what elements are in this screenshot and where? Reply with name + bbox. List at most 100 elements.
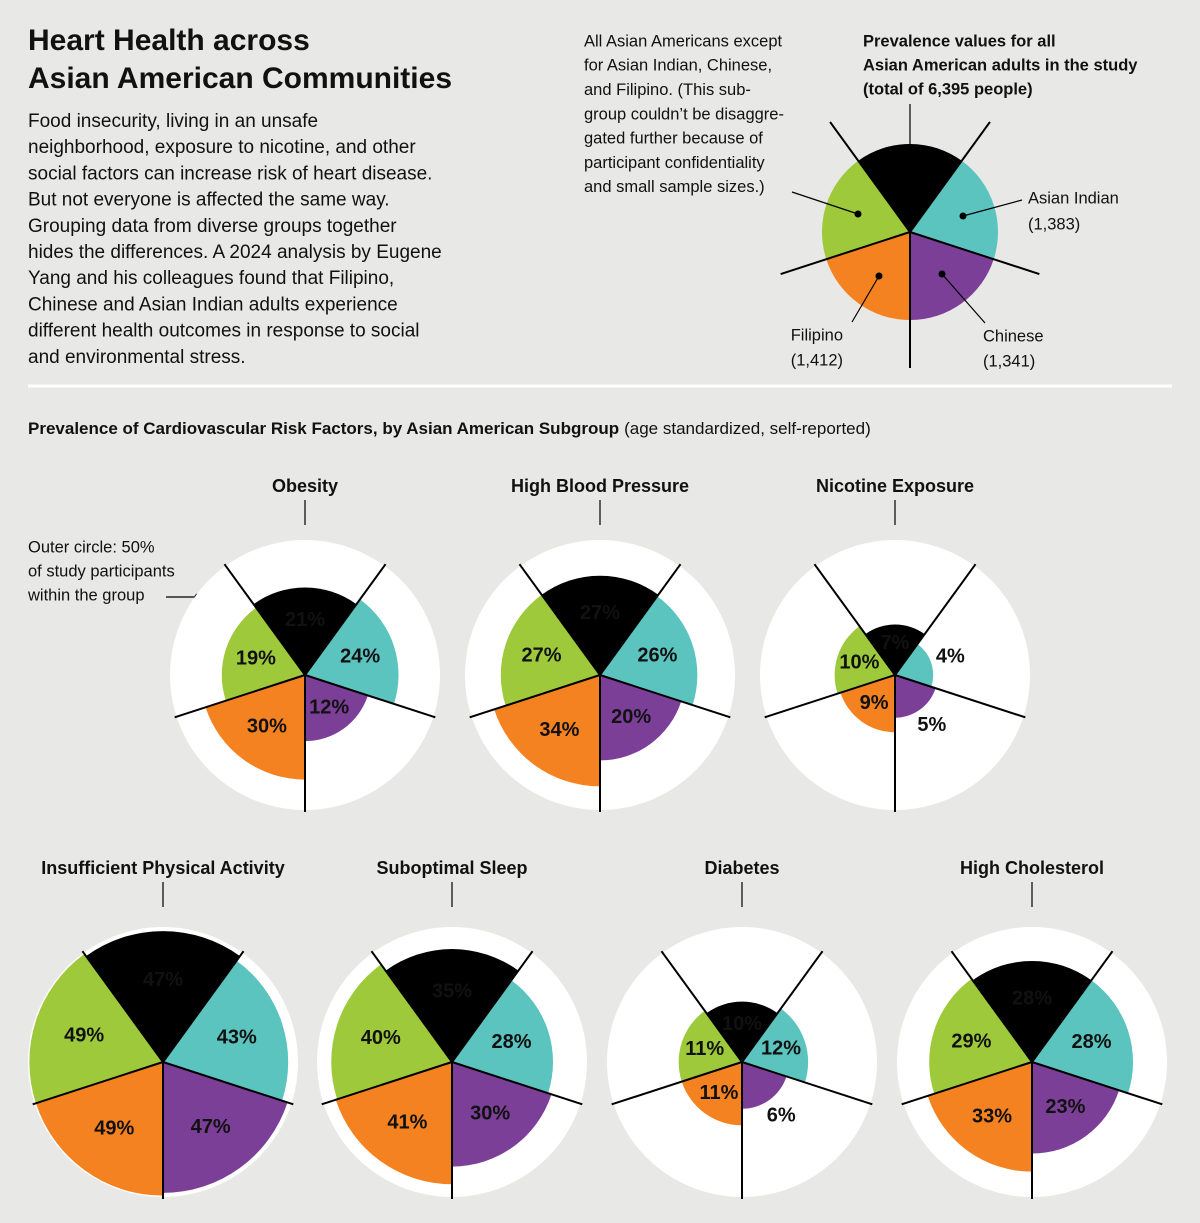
leader-line xyxy=(962,199,1023,217)
page-title: Asian American Communities xyxy=(28,62,452,95)
spoke xyxy=(162,1061,294,1106)
key-wedge xyxy=(910,160,998,260)
key-label: for Asian Indian, Chinese, xyxy=(584,57,772,75)
spoke xyxy=(304,563,387,676)
leader-line xyxy=(941,273,986,324)
value-label: 5% xyxy=(917,714,946,736)
body-text: Grouping data from diverse groups togeth… xyxy=(28,216,397,237)
value-label: 34% xyxy=(539,719,579,741)
spoke xyxy=(599,563,682,676)
value-label: 23% xyxy=(1045,1096,1085,1118)
wedge xyxy=(706,1001,778,1062)
value-label: 28% xyxy=(1072,1031,1112,1053)
wedge xyxy=(541,575,659,675)
chart-title: Nicotine Exposure xyxy=(816,476,974,496)
leader-line xyxy=(851,275,880,323)
outer-circle-note: within the group xyxy=(27,586,145,604)
chart-title: High Cholesterol xyxy=(960,858,1104,878)
key-label: Asian American adults in the study xyxy=(863,56,1138,74)
key-label: gated further because of xyxy=(584,130,763,148)
wedge xyxy=(163,960,289,1101)
page-title: Heart Health across xyxy=(28,24,310,57)
spoke xyxy=(909,231,1040,275)
spoke xyxy=(829,121,911,233)
key-label: group couldn’t be disaggre- xyxy=(584,105,784,123)
key-label: Filipino xyxy=(791,326,843,344)
key-wedge xyxy=(910,232,994,320)
wedge xyxy=(972,960,1092,1062)
value-label: 21% xyxy=(285,609,325,631)
value-label: 33% xyxy=(972,1105,1012,1127)
wedge xyxy=(35,1062,163,1196)
body-text: Food insecurity, living in an unsafe xyxy=(28,111,318,132)
key-label: participant confidentiality xyxy=(584,154,765,172)
key-wedge xyxy=(858,144,962,232)
spoke xyxy=(660,950,743,1063)
wedge xyxy=(500,594,600,706)
wedge xyxy=(678,1010,742,1082)
value-label: 7% xyxy=(881,632,910,654)
body-text: and environmental stress. xyxy=(28,347,246,368)
value-label: 11% xyxy=(685,1038,724,1060)
wedge xyxy=(385,949,519,1062)
chart-title: Obesity xyxy=(272,476,338,496)
value-label: 4% xyxy=(936,645,965,667)
wedge xyxy=(834,626,895,694)
key-label: and Filipino. (This sub- xyxy=(584,81,751,99)
leader-line xyxy=(791,191,859,215)
wedge xyxy=(1032,980,1134,1094)
wedge xyxy=(494,675,600,787)
spoke xyxy=(1031,1061,1163,1106)
spoke xyxy=(162,950,245,1063)
spoke xyxy=(451,950,534,1063)
value-label: 47% xyxy=(143,969,183,991)
wedge xyxy=(452,1062,552,1167)
chart-title: Insufficient Physical Activity xyxy=(41,858,284,878)
value-label: 10% xyxy=(722,1013,762,1035)
chart-title: High Blood Pressure xyxy=(511,476,689,496)
key-wedge xyxy=(826,232,910,320)
spoke xyxy=(32,1061,164,1106)
wedge xyxy=(29,953,164,1104)
value-label: 30% xyxy=(470,1103,510,1125)
value-label: 49% xyxy=(94,1117,134,1139)
wedge xyxy=(305,675,368,742)
key-wedge xyxy=(822,160,910,260)
key-label: (1,383) xyxy=(1028,215,1080,233)
key-label: (1,341) xyxy=(983,352,1035,370)
wedge xyxy=(895,644,934,687)
section-title-note: (age standardized, self-reported) xyxy=(624,419,871,438)
value-label: 41% xyxy=(387,1112,427,1134)
wedge xyxy=(742,1008,809,1083)
value-label: 28% xyxy=(492,1031,532,1053)
spoke xyxy=(741,950,824,1063)
value-label: 6% xyxy=(767,1104,796,1126)
value-label: 29% xyxy=(951,1031,991,1053)
wedge xyxy=(600,675,682,761)
wedge xyxy=(927,1062,1032,1172)
value-label: 49% xyxy=(64,1025,104,1047)
value-label: 40% xyxy=(361,1027,401,1049)
wedge xyxy=(452,980,554,1094)
value-label: 27% xyxy=(521,644,561,666)
outer-circle-note: of study participants xyxy=(28,562,175,580)
value-label: 27% xyxy=(580,602,620,624)
spoke xyxy=(599,674,731,719)
wedge xyxy=(681,1062,742,1126)
wedge xyxy=(205,675,305,780)
spoke xyxy=(611,1061,743,1106)
spoke xyxy=(469,674,601,719)
wedge xyxy=(86,931,240,1062)
wedge xyxy=(929,978,1032,1094)
key-label: Prevalence values for all xyxy=(863,32,1056,50)
value-label: 35% xyxy=(432,980,472,1002)
spoke xyxy=(950,950,1033,1063)
body-text: different health outcomes in response to… xyxy=(28,321,420,342)
spoke xyxy=(894,563,977,676)
spoke xyxy=(764,674,896,719)
value-label: 12% xyxy=(761,1038,801,1060)
spoke xyxy=(451,1061,583,1106)
value-label: 20% xyxy=(611,706,651,728)
section-title-main: Prevalence of Cardiovascular Risk Factor… xyxy=(28,419,619,438)
